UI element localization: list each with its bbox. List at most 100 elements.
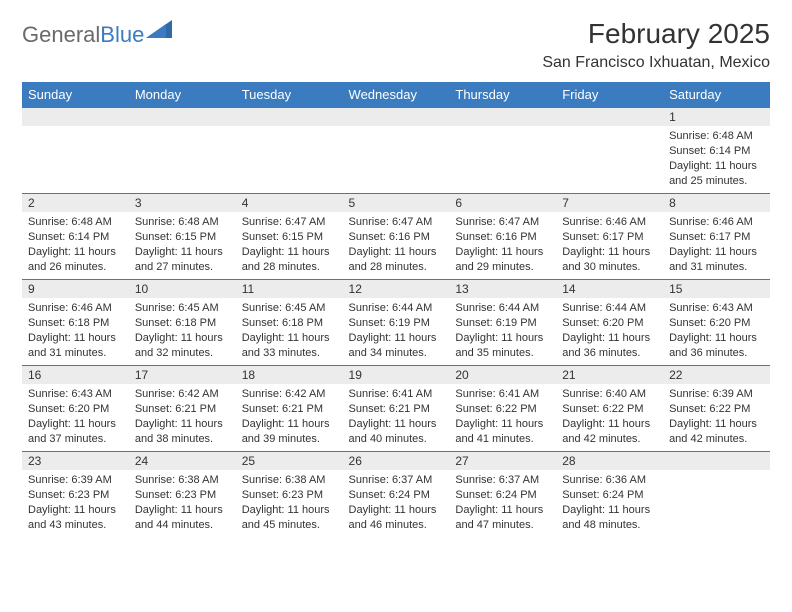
day-number — [556, 108, 663, 126]
calendar-day-cell — [22, 108, 129, 194]
sunrise-text: Sunrise: 6:43 AM — [669, 301, 764, 316]
daylight-text: Daylight: 11 hours and 27 minutes. — [135, 245, 230, 275]
sunset-text: Sunset: 6:24 PM — [562, 488, 657, 503]
calendar-week-row: 2Sunrise: 6:48 AMSunset: 6:14 PMDaylight… — [22, 194, 770, 280]
day-data: Sunrise: 6:38 AMSunset: 6:23 PMDaylight:… — [129, 470, 236, 536]
sunset-text: Sunset: 6:20 PM — [562, 316, 657, 331]
calendar-day-cell: 15Sunrise: 6:43 AMSunset: 6:20 PMDayligh… — [663, 280, 770, 366]
sunrise-text: Sunrise: 6:44 AM — [349, 301, 444, 316]
logo: GeneralBlue — [22, 22, 172, 48]
calendar-week-row: 23Sunrise: 6:39 AMSunset: 6:23 PMDayligh… — [22, 452, 770, 538]
day-data: Sunrise: 6:46 AMSunset: 6:17 PMDaylight:… — [556, 212, 663, 278]
day-number — [343, 108, 450, 126]
daylight-text: Daylight: 11 hours and 43 minutes. — [28, 503, 123, 533]
sunrise-text: Sunrise: 6:37 AM — [455, 473, 550, 488]
day-number: 22 — [663, 366, 770, 384]
daylight-text: Daylight: 11 hours and 30 minutes. — [562, 245, 657, 275]
calendar-day-cell: 8Sunrise: 6:46 AMSunset: 6:17 PMDaylight… — [663, 194, 770, 280]
sunrise-text: Sunrise: 6:43 AM — [28, 387, 123, 402]
calendar-day-cell — [343, 108, 450, 194]
logo-text-2: Blue — [100, 22, 144, 47]
calendar-day-cell: 7Sunrise: 6:46 AMSunset: 6:17 PMDaylight… — [556, 194, 663, 280]
sunset-text: Sunset: 6:18 PM — [135, 316, 230, 331]
calendar-day-cell: 20Sunrise: 6:41 AMSunset: 6:22 PMDayligh… — [449, 366, 556, 452]
day-number — [236, 108, 343, 126]
daylight-text: Daylight: 11 hours and 45 minutes. — [242, 503, 337, 533]
sunrise-text: Sunrise: 6:46 AM — [669, 215, 764, 230]
day-data: Sunrise: 6:48 AMSunset: 6:14 PMDaylight:… — [663, 126, 770, 192]
calendar-week-row: 16Sunrise: 6:43 AMSunset: 6:20 PMDayligh… — [22, 366, 770, 452]
day-data: Sunrise: 6:46 AMSunset: 6:17 PMDaylight:… — [663, 212, 770, 278]
calendar-day-cell: 22Sunrise: 6:39 AMSunset: 6:22 PMDayligh… — [663, 366, 770, 452]
calendar-day-cell — [556, 108, 663, 194]
day-number: 28 — [556, 452, 663, 470]
day-number: 3 — [129, 194, 236, 212]
logo-text: GeneralBlue — [22, 22, 144, 48]
calendar-day-cell: 28Sunrise: 6:36 AMSunset: 6:24 PMDayligh… — [556, 452, 663, 538]
daylight-text: Daylight: 11 hours and 46 minutes. — [349, 503, 444, 533]
day-number — [22, 108, 129, 126]
sunrise-text: Sunrise: 6:37 AM — [349, 473, 444, 488]
sunrise-text: Sunrise: 6:47 AM — [242, 215, 337, 230]
weekday-header-row: SundayMondayTuesdayWednesdayThursdayFrid… — [22, 82, 770, 108]
calendar-day-cell: 23Sunrise: 6:39 AMSunset: 6:23 PMDayligh… — [22, 452, 129, 538]
calendar-day-cell: 13Sunrise: 6:44 AMSunset: 6:19 PMDayligh… — [449, 280, 556, 366]
calendar-day-cell: 27Sunrise: 6:37 AMSunset: 6:24 PMDayligh… — [449, 452, 556, 538]
day-data: Sunrise: 6:47 AMSunset: 6:16 PMDaylight:… — [449, 212, 556, 278]
calendar-day-cell: 11Sunrise: 6:45 AMSunset: 6:18 PMDayligh… — [236, 280, 343, 366]
weekday-header: Friday — [556, 82, 663, 108]
day-data: Sunrise: 6:45 AMSunset: 6:18 PMDaylight:… — [236, 298, 343, 364]
day-number: 7 — [556, 194, 663, 212]
day-number — [663, 452, 770, 470]
day-data: Sunrise: 6:44 AMSunset: 6:19 PMDaylight:… — [343, 298, 450, 364]
day-number: 25 — [236, 452, 343, 470]
sunset-text: Sunset: 6:20 PM — [28, 402, 123, 417]
day-data: Sunrise: 6:48 AMSunset: 6:15 PMDaylight:… — [129, 212, 236, 278]
sunrise-text: Sunrise: 6:39 AM — [669, 387, 764, 402]
sunset-text: Sunset: 6:21 PM — [135, 402, 230, 417]
day-number — [449, 108, 556, 126]
calendar-day-cell: 16Sunrise: 6:43 AMSunset: 6:20 PMDayligh… — [22, 366, 129, 452]
day-number: 23 — [22, 452, 129, 470]
day-number: 6 — [449, 194, 556, 212]
day-number: 4 — [236, 194, 343, 212]
day-number — [129, 108, 236, 126]
sunset-text: Sunset: 6:17 PM — [669, 230, 764, 245]
sunset-text: Sunset: 6:23 PM — [28, 488, 123, 503]
calendar-table: SundayMondayTuesdayWednesdayThursdayFrid… — [22, 82, 770, 538]
sunset-text: Sunset: 6:15 PM — [135, 230, 230, 245]
sunset-text: Sunset: 6:23 PM — [242, 488, 337, 503]
day-data: Sunrise: 6:39 AMSunset: 6:23 PMDaylight:… — [22, 470, 129, 536]
day-data: Sunrise: 6:38 AMSunset: 6:23 PMDaylight:… — [236, 470, 343, 536]
sunrise-text: Sunrise: 6:42 AM — [242, 387, 337, 402]
sunset-text: Sunset: 6:17 PM — [562, 230, 657, 245]
day-data: Sunrise: 6:41 AMSunset: 6:22 PMDaylight:… — [449, 384, 556, 450]
calendar-week-row: 9Sunrise: 6:46 AMSunset: 6:18 PMDaylight… — [22, 280, 770, 366]
sunset-text: Sunset: 6:24 PM — [349, 488, 444, 503]
sunset-text: Sunset: 6:15 PM — [242, 230, 337, 245]
sunrise-text: Sunrise: 6:45 AM — [242, 301, 337, 316]
sunrise-text: Sunrise: 6:48 AM — [669, 129, 764, 144]
logo-triangle-icon — [146, 20, 172, 38]
daylight-text: Daylight: 11 hours and 28 minutes. — [349, 245, 444, 275]
day-number: 11 — [236, 280, 343, 298]
daylight-text: Daylight: 11 hours and 31 minutes. — [669, 245, 764, 275]
calendar-day-cell — [449, 108, 556, 194]
sunrise-text: Sunrise: 6:42 AM — [135, 387, 230, 402]
sunrise-text: Sunrise: 6:40 AM — [562, 387, 657, 402]
weekday-header: Tuesday — [236, 82, 343, 108]
day-data: Sunrise: 6:44 AMSunset: 6:19 PMDaylight:… — [449, 298, 556, 364]
day-number: 27 — [449, 452, 556, 470]
daylight-text: Daylight: 11 hours and 42 minutes. — [562, 417, 657, 447]
daylight-text: Daylight: 11 hours and 35 minutes. — [455, 331, 550, 361]
sunrise-text: Sunrise: 6:45 AM — [135, 301, 230, 316]
daylight-text: Daylight: 11 hours and 36 minutes. — [669, 331, 764, 361]
sunset-text: Sunset: 6:22 PM — [562, 402, 657, 417]
calendar-day-cell: 9Sunrise: 6:46 AMSunset: 6:18 PMDaylight… — [22, 280, 129, 366]
calendar-day-cell: 3Sunrise: 6:48 AMSunset: 6:15 PMDaylight… — [129, 194, 236, 280]
daylight-text: Daylight: 11 hours and 31 minutes. — [28, 331, 123, 361]
daylight-text: Daylight: 11 hours and 28 minutes. — [242, 245, 337, 275]
sunrise-text: Sunrise: 6:38 AM — [242, 473, 337, 488]
daylight-text: Daylight: 11 hours and 41 minutes. — [455, 417, 550, 447]
sunrise-text: Sunrise: 6:44 AM — [562, 301, 657, 316]
